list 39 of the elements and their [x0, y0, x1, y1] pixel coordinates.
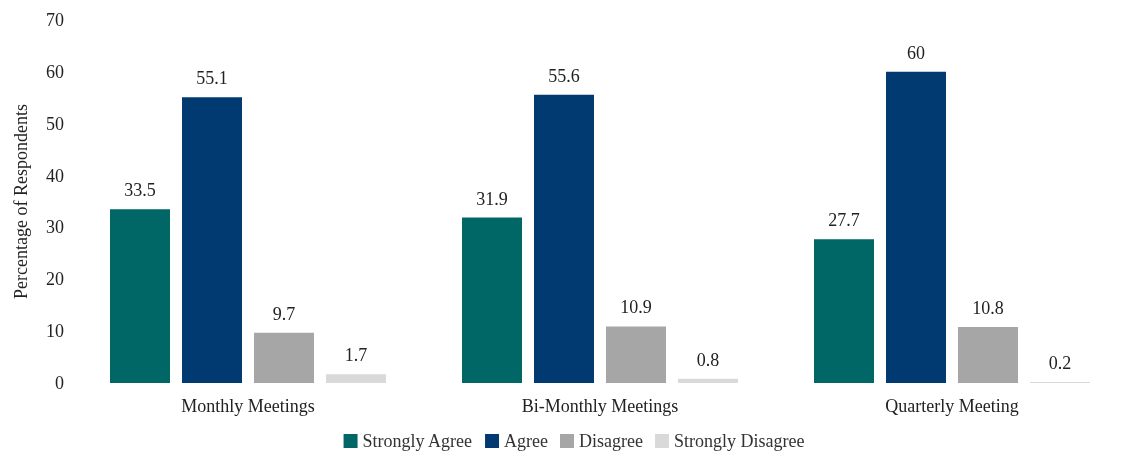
- x-tick-label: Quarterly Meeting: [885, 396, 1019, 416]
- y-tick-label: 60: [46, 61, 64, 82]
- bar: [678, 378, 738, 383]
- bar: [326, 374, 386, 383]
- data-label: 9.7: [272, 303, 296, 324]
- y-tick-label: 50: [46, 113, 64, 134]
- data-label: 0.2: [1048, 352, 1072, 373]
- data-label: 27.7: [828, 210, 860, 231]
- bar: [534, 94, 594, 383]
- data-label: 55.6: [548, 65, 580, 86]
- legend-label: Agree: [504, 431, 549, 451]
- data-label: 55.1: [196, 68, 228, 89]
- data-label: 60: [907, 42, 925, 63]
- bar: [958, 326, 1018, 383]
- bar: [462, 217, 522, 383]
- data-label: 0.8: [696, 349, 720, 370]
- bar: [110, 209, 170, 383]
- data-label: 10.9: [620, 297, 652, 318]
- bar: [814, 239, 874, 383]
- y-tick-label: 70: [46, 10, 64, 30]
- y-tick-label: 0: [55, 373, 64, 393]
- bar: [886, 71, 946, 383]
- bar: [254, 332, 314, 383]
- bar: [606, 326, 666, 383]
- legend-label: Strongly Disagree: [673, 431, 805, 451]
- y-tick-label: 40: [46, 165, 64, 186]
- y-tick-label: 30: [46, 217, 64, 238]
- data-label: 31.9: [476, 188, 508, 209]
- y-axis-title: Percentage of Respondents: [11, 104, 31, 299]
- y-tick-label: 20: [46, 269, 64, 290]
- x-tick-label: Monthly Meetings: [181, 396, 315, 416]
- data-label: 33.5: [124, 180, 156, 201]
- data-label: 10.8: [972, 297, 1004, 318]
- x-tick-label: Bi-Monthly Meetings: [521, 396, 679, 416]
- legend-label: Strongly Agree: [362, 431, 473, 451]
- legend-label: Disagree: [579, 431, 643, 451]
- y-tick-label: 10: [46, 321, 64, 342]
- bar: [182, 97, 242, 383]
- data-label: 1.7: [344, 345, 368, 366]
